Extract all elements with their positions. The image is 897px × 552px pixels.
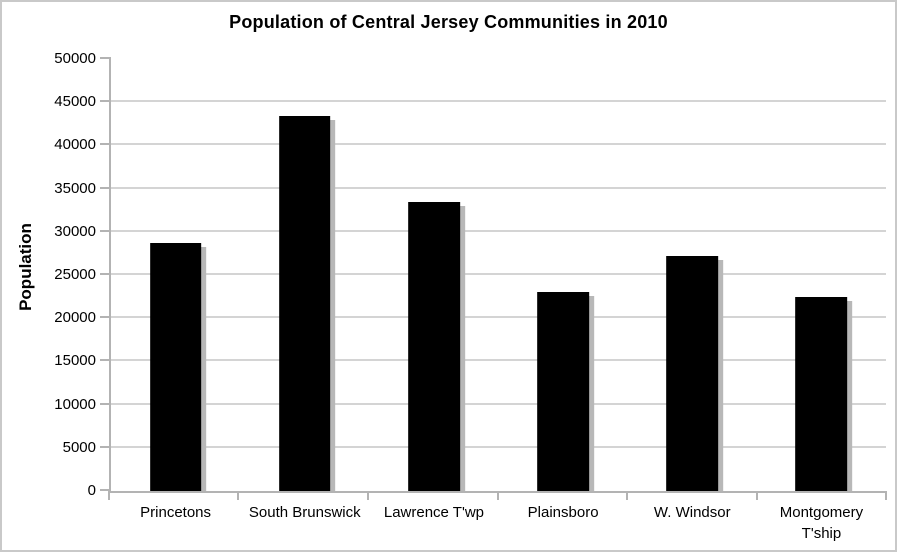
x-tick-label: Plainsboro: [527, 504, 599, 521]
bar-cell: [240, 59, 369, 491]
y-tick-label: 10000: [54, 395, 96, 413]
plot-area: [109, 59, 886, 493]
x-tick: [366, 491, 369, 500]
bar-2: [278, 116, 331, 491]
x-tick: [496, 491, 499, 500]
x-tick: [625, 491, 628, 500]
x-axis-ticks: [108, 491, 887, 500]
y-tick: [100, 186, 111, 189]
x-tick-label: Princetons: [140, 504, 212, 521]
bar-cell: [111, 59, 240, 491]
y-tick-label: 5000: [62, 438, 96, 456]
x-tick-label: W. Windsor: [653, 504, 731, 521]
y-tick: [100, 445, 111, 448]
gridline: [111, 100, 886, 103]
y-axis-tick-labels: 0 5000 10000 15000 20000 25000 30000 35000 40000…: [2, 50, 96, 499]
gridline: [111, 186, 886, 189]
y-tick-label: 20000: [54, 309, 96, 327]
x-tick: [885, 491, 887, 500]
x-tick: [237, 491, 240, 500]
y-tick: [100, 229, 111, 232]
bar-series: [111, 59, 886, 491]
x-tick: [755, 491, 758, 500]
y-tick-label: 30000: [54, 222, 96, 240]
x-tick-label: Montgomery T'ship: [779, 504, 864, 542]
y-tick-label: 50000: [54, 50, 96, 67]
y-tick-label: 0: [87, 482, 96, 499]
y-tick-label: 25000: [54, 266, 96, 283]
y-tick: [100, 57, 111, 59]
bar-1: [149, 243, 202, 491]
y-tick-label: 45000: [54, 93, 96, 111]
y-tick: [100, 316, 111, 319]
bar-4: [537, 292, 589, 491]
x-tick-label: Lawrence T'wp: [383, 504, 484, 521]
x-tick-label: South Brunswick: [248, 504, 361, 521]
bar-cell: [369, 59, 498, 491]
bar-cell: [757, 59, 886, 491]
y-tick: [100, 100, 111, 103]
y-axis-ticks: [100, 57, 111, 491]
bar-6: [795, 297, 848, 491]
y-tick: [100, 359, 111, 362]
bar-cell: [499, 59, 628, 491]
bar-3: [408, 201, 460, 491]
gridline: [111, 143, 886, 146]
gridline: [111, 273, 886, 275]
gridline: [111, 445, 886, 448]
x-axis-tick-labels: Princetons South Brunswick Lawrence T'wp Pl…: [111, 502, 886, 544]
gridline: [111, 229, 886, 232]
y-tick: [100, 402, 111, 405]
gridline: [111, 402, 886, 405]
bar-cell: [628, 59, 757, 491]
gridline: [111, 359, 886, 362]
bar-5: [666, 256, 719, 491]
y-tick: [100, 489, 111, 491]
y-tick: [100, 143, 111, 146]
gridline: [111, 316, 886, 319]
x-tick: [108, 491, 110, 500]
y-tick-label: 35000: [54, 179, 96, 197]
chart-title: Population of Central Jersey Communities…: [229, 12, 668, 32]
y-tick-label: 15000: [54, 352, 96, 370]
y-tick-label: 40000: [54, 136, 96, 154]
y-tick: [100, 273, 111, 275]
